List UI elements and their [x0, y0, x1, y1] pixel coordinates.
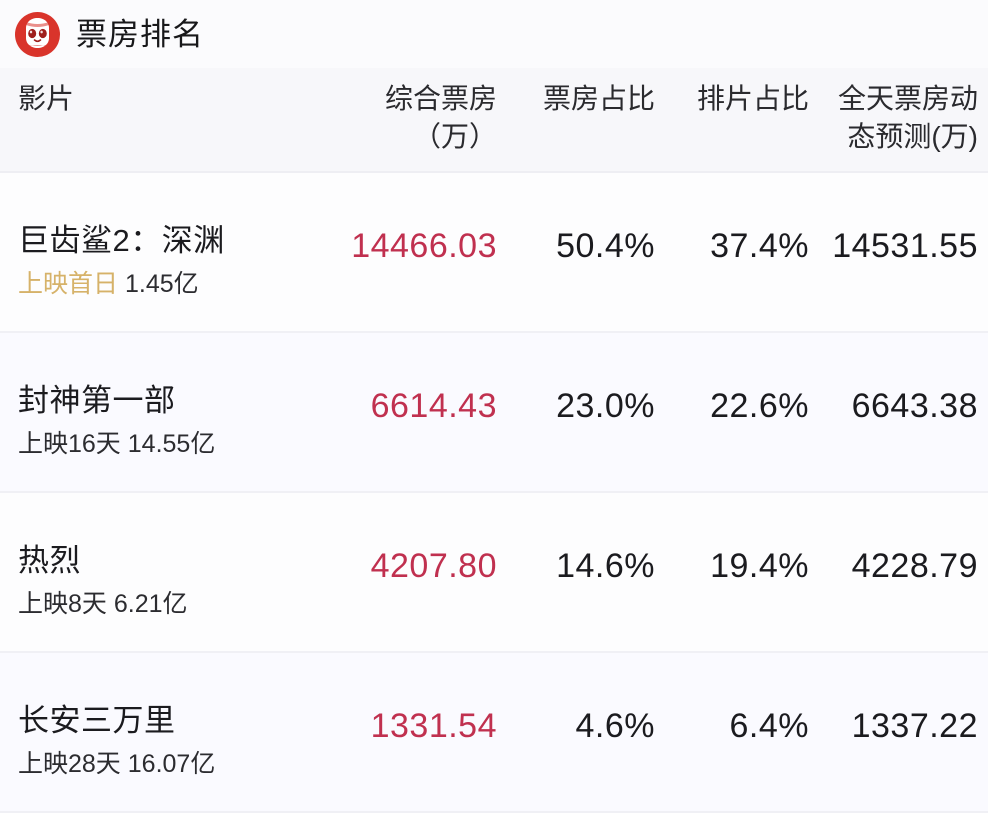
seats-value: 6.4%: [729, 707, 809, 745]
gross-cell: 1331.54: [318, 653, 503, 743]
column-header-prediction: 全天票房动 态预测(万): [813, 80, 978, 156]
share-value: 50.4%: [556, 227, 655, 265]
table-row[interactable]: 巨齿鲨2：深渊 上映首日 1.45亿 14466.03 50.4% 37.4% …: [0, 173, 988, 333]
film-name: 热烈: [18, 543, 81, 578]
seats-cell: 22.6%: [663, 333, 813, 423]
column-header-gross-line2: （万）: [412, 120, 497, 152]
cumulative-gross: 16.07亿: [127, 749, 216, 778]
film-subtitle: 上映16天 14.55亿: [18, 429, 318, 459]
table-row[interactable]: 热烈 上映8天 6.21亿 4207.80 14.6% 19.4% 4228.7…: [0, 493, 988, 653]
column-header-film: 影片: [18, 80, 318, 118]
release-day-badge: 上映8天: [18, 589, 107, 618]
cumulative-gross: 14.55亿: [127, 429, 216, 458]
film-subtitle: 上映28天 16.07亿: [18, 749, 318, 779]
column-header-share: 票房占比: [503, 80, 663, 118]
table-row[interactable]: 封神第一部 上映16天 14.55亿 6614.43 23.0% 22.6% 6…: [0, 333, 988, 493]
boxoffice-ranking-table: 影片 综合票房 （万） 票房占比 排片占比 全天票房动 态预测(万) 巨齿鲨2：…: [0, 68, 988, 813]
prediction-value: 14531.55: [832, 227, 978, 265]
prediction-cell: 1337.22: [813, 653, 978, 743]
film-name: 长安三万里: [18, 703, 176, 738]
film-cell[interactable]: 巨齿鲨2：深渊 上映首日 1.45亿: [18, 173, 318, 299]
prediction-cell: 14531.55: [813, 173, 978, 263]
seats-cell: 37.4%: [663, 173, 813, 263]
table-header-row: 影片 综合票房 （万） 票房占比 排片占比 全天票房动 态预测(万): [0, 68, 988, 173]
cumulative-gross: 6.21亿: [113, 589, 188, 618]
column-header-share-label: 票房占比: [542, 83, 655, 114]
prediction-value: 1337.22: [851, 707, 978, 745]
seats-value: 22.6%: [710, 387, 809, 425]
release-day-badge: 上映16天: [18, 429, 121, 458]
cumulative-gross: 1.45亿: [124, 269, 199, 298]
share-value: 14.6%: [556, 547, 655, 585]
column-header-gross-line1: 综合票房: [384, 83, 497, 114]
column-header-seats: 排片占比: [663, 80, 813, 118]
seats-cell: 6.4%: [663, 653, 813, 743]
column-header-gross: 综合票房 （万）: [318, 80, 503, 156]
film-subtitle: 上映首日 1.45亿: [18, 269, 318, 299]
prediction-cell: 4228.79: [813, 493, 978, 583]
film-cell[interactable]: 封神第一部 上映16天 14.55亿: [18, 333, 318, 459]
seats-cell: 19.4%: [663, 493, 813, 583]
film-cell[interactable]: 热烈 上映8天 6.21亿: [18, 493, 318, 619]
column-header-seats-label: 排片占比: [696, 83, 809, 114]
share-value: 4.6%: [575, 707, 655, 745]
share-cell: 23.0%: [503, 333, 663, 423]
gross-cell: 6614.43: [318, 333, 503, 423]
share-cell: 14.6%: [503, 493, 663, 583]
column-header-prediction-line2: 态预测(万): [847, 120, 978, 152]
share-cell: 50.4%: [503, 173, 663, 263]
gross-value: 6614.43: [370, 387, 497, 425]
column-header-prediction-line1: 全天票房动: [837, 83, 978, 114]
prediction-value: 4228.79: [851, 547, 978, 585]
page-title: 票房排名: [76, 16, 204, 52]
film-name: 巨齿鲨2：深渊: [18, 223, 225, 258]
gross-value: 14466.03: [351, 227, 497, 265]
seats-value: 19.4%: [710, 547, 809, 585]
column-header-film-label: 影片: [18, 83, 75, 114]
film-name: 封神第一部: [18, 383, 176, 418]
share-value: 23.0%: [556, 387, 655, 425]
release-day-badge: 上映首日: [18, 269, 119, 298]
gross-cell: 14466.03: [318, 173, 503, 263]
film-subtitle: 上映8天 6.21亿: [18, 589, 318, 619]
seats-value: 37.4%: [710, 227, 809, 265]
maoyan-cat-logo-icon: [14, 11, 61, 58]
release-day-badge: 上映28天: [18, 749, 121, 778]
film-cell[interactable]: 长安三万里 上映28天 16.07亿: [18, 653, 318, 779]
page-header: 票房排名: [0, 0, 988, 68]
prediction-cell: 6643.38: [813, 333, 978, 423]
table-row[interactable]: 长安三万里 上映28天 16.07亿 1331.54 4.6% 6.4% 133…: [0, 653, 988, 813]
gross-value: 1331.54: [370, 707, 497, 745]
gross-cell: 4207.80: [318, 493, 503, 583]
share-cell: 4.6%: [503, 653, 663, 743]
gross-value: 4207.80: [370, 547, 497, 585]
prediction-value: 6643.38: [851, 387, 978, 425]
